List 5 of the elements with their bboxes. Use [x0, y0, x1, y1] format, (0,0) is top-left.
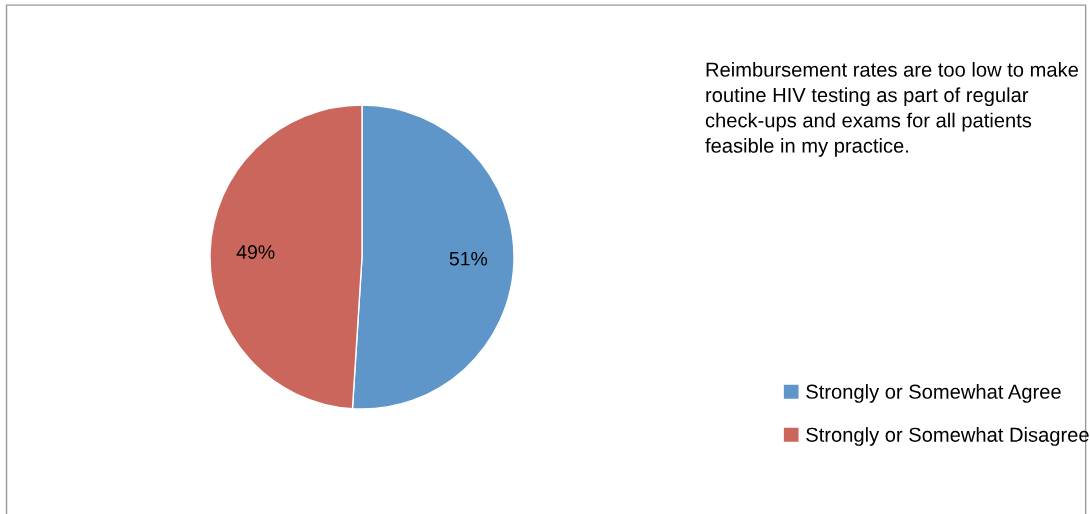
chart-title: Reimbursement rates are too low to make routine HIV testing as part of regular check-ups and exams for all patients feasible in my practice.	[705, 62, 1078, 157]
legend-label: Strongly or Somewhat Agree	[806, 384, 1061, 403]
data-label: 49%	[236, 245, 275, 259]
data-label: 51%	[449, 251, 488, 266]
legend-label: Strongly or Somewhat Disagree	[806, 427, 1089, 446]
